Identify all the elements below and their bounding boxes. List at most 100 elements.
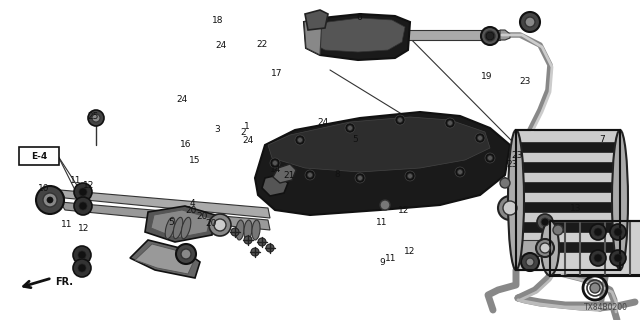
Circle shape: [79, 188, 87, 196]
Text: FR.: FR.: [55, 277, 73, 287]
Text: 11: 11: [70, 176, 81, 185]
Text: 12: 12: [77, 224, 89, 233]
Ellipse shape: [541, 220, 559, 276]
Text: 7: 7: [599, 135, 604, 144]
Polygon shape: [520, 240, 550, 256]
Text: 6: 6: [357, 13, 362, 22]
Circle shape: [447, 121, 452, 125]
Ellipse shape: [485, 31, 495, 41]
Circle shape: [521, 253, 539, 271]
Polygon shape: [262, 175, 288, 196]
Text: 11: 11: [61, 220, 73, 228]
Circle shape: [488, 156, 493, 161]
Text: 10: 10: [38, 184, 49, 193]
Text: 24: 24: [317, 118, 329, 127]
Text: 5: 5: [353, 135, 358, 144]
Polygon shape: [268, 117, 490, 172]
Polygon shape: [516, 130, 620, 270]
Circle shape: [305, 170, 315, 180]
Circle shape: [500, 178, 510, 188]
Circle shape: [455, 167, 465, 177]
Circle shape: [36, 186, 64, 214]
Circle shape: [345, 123, 355, 133]
Text: 14: 14: [269, 165, 281, 174]
Text: 23: 23: [506, 160, 518, 169]
Text: 8: 8: [335, 170, 340, 179]
Polygon shape: [130, 240, 200, 278]
Polygon shape: [516, 242, 620, 252]
Text: TX84B0200: TX84B0200: [584, 303, 628, 312]
FancyBboxPatch shape: [19, 147, 59, 165]
Circle shape: [525, 17, 535, 27]
Circle shape: [405, 171, 415, 181]
Circle shape: [458, 170, 463, 174]
Ellipse shape: [173, 217, 183, 239]
Polygon shape: [500, 30, 510, 40]
Polygon shape: [516, 162, 620, 172]
Text: 25: 25: [87, 112, 99, 121]
Circle shape: [408, 173, 413, 179]
Polygon shape: [273, 164, 296, 183]
Polygon shape: [60, 202, 270, 230]
Circle shape: [541, 218, 549, 226]
Polygon shape: [60, 190, 270, 218]
Ellipse shape: [209, 214, 231, 236]
Circle shape: [590, 250, 606, 266]
Polygon shape: [515, 195, 560, 210]
Circle shape: [395, 115, 405, 125]
Circle shape: [78, 264, 86, 272]
Circle shape: [610, 250, 626, 266]
Circle shape: [73, 259, 91, 277]
Text: 22: 22: [257, 40, 268, 49]
Text: 23: 23: [511, 151, 523, 160]
Ellipse shape: [536, 239, 554, 257]
Circle shape: [594, 228, 602, 236]
Ellipse shape: [508, 130, 524, 270]
Circle shape: [92, 114, 100, 122]
Polygon shape: [255, 112, 510, 215]
Polygon shape: [515, 207, 560, 222]
Text: 20: 20: [205, 219, 217, 228]
Circle shape: [380, 200, 390, 210]
Polygon shape: [135, 244, 193, 274]
Text: 11: 11: [385, 254, 396, 263]
Circle shape: [553, 225, 563, 235]
Circle shape: [614, 254, 622, 262]
Ellipse shape: [214, 219, 226, 231]
Text: 24: 24: [215, 41, 227, 50]
Text: 17: 17: [271, 69, 283, 78]
Polygon shape: [408, 30, 500, 40]
Circle shape: [485, 153, 495, 163]
Polygon shape: [145, 206, 215, 242]
Text: 12: 12: [83, 181, 94, 190]
Text: 1: 1: [244, 122, 249, 131]
Text: 5: 5: [169, 218, 174, 227]
Ellipse shape: [165, 217, 175, 239]
Ellipse shape: [236, 220, 244, 240]
Ellipse shape: [244, 220, 252, 240]
Text: 24: 24: [243, 136, 254, 145]
Polygon shape: [305, 10, 328, 30]
Polygon shape: [304, 18, 322, 55]
Text: 11: 11: [376, 218, 388, 227]
Circle shape: [47, 197, 53, 203]
Circle shape: [251, 248, 259, 256]
Circle shape: [231, 228, 239, 236]
Ellipse shape: [498, 196, 522, 220]
Polygon shape: [151, 210, 210, 238]
Ellipse shape: [540, 243, 550, 253]
Text: 21: 21: [284, 171, 295, 180]
Circle shape: [43, 193, 57, 207]
Text: 2: 2: [241, 128, 246, 137]
Circle shape: [348, 125, 353, 131]
Polygon shape: [550, 221, 640, 275]
Circle shape: [298, 138, 303, 142]
Circle shape: [537, 214, 553, 230]
Text: 9: 9: [380, 258, 385, 267]
Ellipse shape: [181, 217, 191, 239]
Circle shape: [475, 133, 485, 143]
Circle shape: [270, 158, 280, 168]
Circle shape: [358, 175, 362, 180]
Circle shape: [273, 161, 278, 165]
Ellipse shape: [252, 220, 260, 240]
